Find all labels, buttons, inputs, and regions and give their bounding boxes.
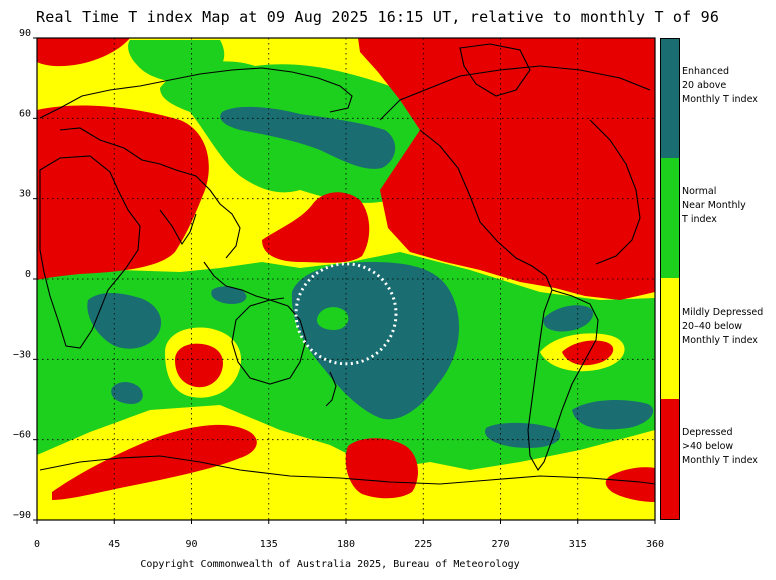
legend-band-normal: [660, 158, 680, 278]
legend-band-mild: [660, 278, 680, 399]
x-tick-label: 360: [646, 539, 664, 550]
depressed-antarctic-central: [345, 438, 418, 499]
y-tick-label: −30: [13, 349, 31, 360]
enhanced-south-indian: [111, 382, 143, 404]
enhanced-indonesia: [211, 286, 247, 304]
enhanced-southern-ocean-central: [485, 422, 561, 448]
depressed-eurasia-northwest: [37, 38, 130, 67]
normal-pocket-pacific: [316, 307, 349, 330]
normal-region-northwest: [128, 40, 225, 83]
enhanced-south-atlantic: [543, 305, 594, 332]
legend-label-mild: Mildly Depressed 20–40 below Monthly T ind…: [682, 307, 764, 346]
y-tick-label: −90: [13, 510, 31, 521]
depressed-tasman: [175, 343, 224, 388]
y-tick-label: 90: [19, 28, 31, 39]
y-tick-label: 60: [19, 108, 31, 119]
y-axis-ticks: 90 60 30 0 −30 −60 −90: [13, 28, 37, 521]
depressed-pacific-north: [262, 192, 370, 263]
depressed-eurasia-west: [37, 105, 209, 281]
depressed-antarctic-west: [52, 424, 257, 500]
legend-band-depressed: [660, 399, 680, 520]
enhanced-southern-ocean-east: [572, 400, 654, 430]
x-tick-label: 225: [414, 539, 432, 550]
enhanced-indian-ocean: [87, 293, 162, 349]
x-tick-label: 180: [337, 539, 355, 550]
copyright-notice: Copyright Commonwealth of Australia 2025…: [140, 559, 520, 570]
y-tick-label: 0: [25, 269, 31, 280]
y-tick-label: 30: [19, 189, 31, 200]
x-tick-label: 45: [108, 539, 120, 550]
legend-label-enhanced: Enhanced 20 above Monthly T index: [682, 66, 758, 105]
legend-label-normal: Normal Near Monthly T index: [682, 186, 746, 225]
x-tick-label: 270: [491, 539, 509, 550]
map-title: Real Time T index Map at 09 Aug 2025 16:…: [36, 8, 720, 26]
x-tick-label: 0: [34, 539, 40, 550]
coastlines: [39, 43, 655, 485]
legend-label-depressed: Depressed >40 below Monthly T index: [682, 427, 758, 466]
x-tick-label: 90: [185, 539, 197, 550]
legend-bar: [660, 38, 680, 520]
x-tick-label: 315: [569, 539, 587, 550]
depressed-north-america: [358, 38, 655, 300]
x-tick-label: 135: [260, 539, 278, 550]
depressed-antarctic-east: [605, 467, 655, 502]
depressed-south-america-east: [562, 340, 614, 366]
highlight-circle: [294, 262, 398, 366]
x-axis-ticks: 0 45 90 135 180 225 270 315 360: [34, 520, 664, 550]
enhanced-north-pacific: [220, 106, 396, 169]
legend-band-enhanced: [660, 38, 680, 159]
y-tick-label: −60: [13, 430, 31, 441]
grid-lines: [37, 38, 655, 520]
